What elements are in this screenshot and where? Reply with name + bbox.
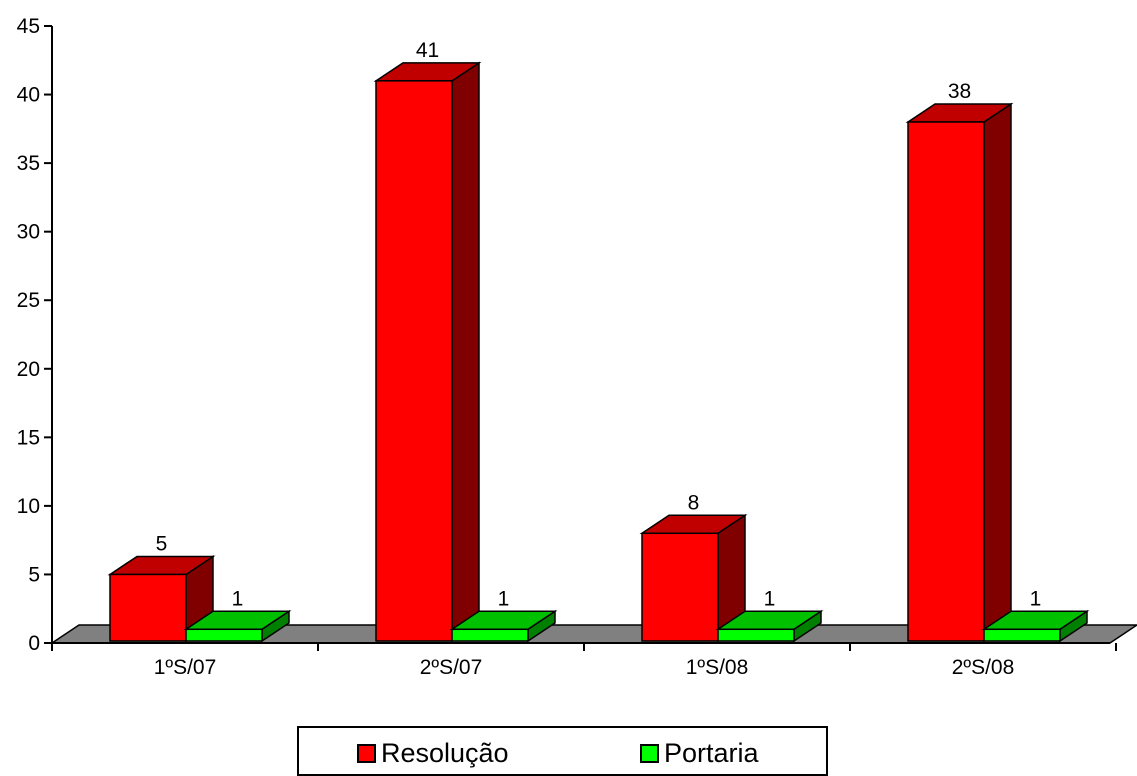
data-label: 41 [416,39,439,62]
legend-label-resolucao: Resolução [381,738,509,768]
y-tick-label: 45 [17,15,40,38]
bar-resolucao [905,102,1014,643]
y-tick-label: 25 [17,289,40,312]
chart-legend: Resolução Portaria [297,726,828,776]
bar-resolucao [639,513,748,643]
legend-label-portaria: Portaria [664,738,759,768]
bar-portaria [449,609,558,643]
bar-front [983,628,1061,642]
bar-front [185,628,263,642]
bar-side [983,102,1012,643]
x-tick-label: 1ºS/08 [686,656,749,679]
bar-resolucao [107,555,216,643]
bar-portaria [183,609,292,643]
legend-item-resolucao: Resolução [357,738,509,769]
x-tick-label: 2ºS/07 [420,656,483,679]
data-label: 8 [688,491,700,514]
y-tick-label: 10 [17,495,40,518]
bar-front [451,628,529,642]
data-label: 1 [232,587,244,610]
y-tick-label: 20 [17,358,40,381]
y-tick-label: 5 [28,563,40,586]
bar-side [451,61,480,643]
bar-front [641,532,719,642]
x-tick-label: 1ºS/07 [154,656,217,679]
bar-front [375,80,453,642]
bar-front [109,573,187,642]
y-tick-label: 35 [17,152,40,175]
bar-portaria [715,609,824,643]
bar-front [907,121,985,642]
data-label: 1 [764,587,776,610]
data-label: 5 [156,532,168,555]
legend-swatch-portaria [640,744,659,763]
legend-swatch-resolucao [357,744,376,763]
y-tick-label: 30 [17,221,40,244]
y-tick-label: 0 [28,632,40,655]
y-tick-label: 40 [17,84,40,107]
bar-front [717,628,795,642]
bar-portaria [981,609,1090,643]
data-label: 1 [1030,587,1042,610]
legend-item-portaria: Portaria [640,738,759,769]
data-label: 38 [948,80,971,103]
y-tick-label: 15 [17,426,40,449]
data-label: 1 [498,587,510,610]
x-tick-label: 2ºS/08 [952,656,1015,679]
bar-resolucao [373,61,482,643]
